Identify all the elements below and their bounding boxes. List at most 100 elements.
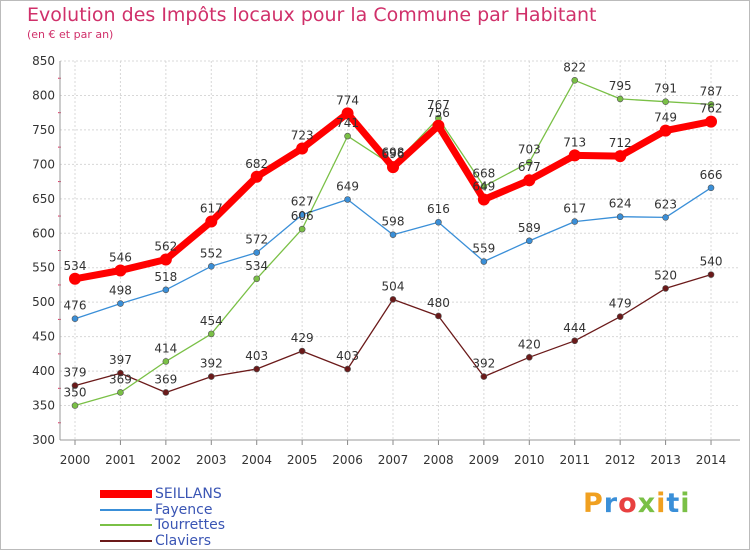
data-point-fayence (207, 263, 215, 270)
data-label-tourrettes: 350 (64, 386, 87, 400)
legend-item-tourrettes: Tourrettes (100, 517, 225, 533)
data-label-fayence: 624 (609, 197, 632, 211)
x-tick-label: 2005 (287, 453, 318, 467)
data-label-seillans: 762 (700, 102, 723, 116)
data-point-seillans (159, 253, 172, 266)
y-tick-label: 300 (32, 433, 55, 447)
legend-label: SEILLANS (155, 486, 222, 502)
logo-letter: x (637, 488, 657, 519)
data-label-claviers: 392 (472, 357, 495, 371)
data-label-tourrettes: 606 (291, 209, 314, 223)
logo-letter: t (666, 488, 681, 519)
y-tick-label: 600 (32, 226, 55, 240)
data-point-tourrettes (71, 402, 79, 409)
legend-label: Tourrettes (155, 517, 226, 533)
data-label-fayence: 498 (109, 284, 132, 298)
data-label-seillans: 649 (472, 180, 495, 194)
data-label-seillans: 617 (200, 202, 223, 216)
data-point-claviers (344, 365, 351, 373)
data-label-claviers: 379 (64, 366, 87, 380)
y-tick-label: 350 (32, 399, 55, 413)
data-label-seillans: 682 (245, 157, 268, 171)
data-point-fayence (480, 258, 488, 265)
data-point-seillans (659, 124, 672, 137)
data-point-fayence (298, 211, 306, 218)
data-label-fayence: 559 (472, 242, 495, 256)
proxiti-logo: Proxiti (583, 488, 691, 519)
y-tick-label: 400 (32, 364, 55, 378)
data-point-seillans (114, 264, 127, 277)
data-label-tourrettes: 767 (427, 98, 450, 112)
data-label-claviers: 429 (291, 331, 314, 345)
legend-swatch (100, 490, 152, 498)
x-tick-label: 2012 (605, 453, 636, 467)
x-tick-label: 2001 (105, 453, 136, 467)
data-label-tourrettes: 787 (700, 84, 723, 98)
data-point-claviers (162, 389, 170, 396)
legend-item-fayence: Fayence (100, 502, 212, 518)
data-label-claviers: 397 (109, 353, 132, 367)
data-label-fayence: 649 (336, 180, 359, 194)
data-point-seillans (69, 272, 81, 285)
data-point-tourrettes (207, 330, 215, 338)
data-point-seillans (523, 174, 536, 187)
data-label-seillans: 696 (382, 147, 405, 161)
data-point-claviers (662, 285, 669, 292)
data-label-claviers: 480 (427, 296, 450, 310)
legend-item-claviers: Claviers (100, 533, 211, 549)
legend-item-seillans: SEILLANS (100, 486, 222, 502)
data-label-claviers: 444 (563, 321, 586, 335)
data-point-seillans (296, 142, 309, 155)
data-point-claviers (571, 337, 579, 345)
data-label-fayence: 627 (291, 195, 314, 209)
x-tick-label: 2011 (559, 453, 590, 467)
y-tick-label: 700 (32, 157, 55, 171)
data-point-tourrettes (253, 275, 261, 283)
data-point-seillans (387, 161, 400, 174)
data-label-fayence: 518 (154, 270, 177, 284)
data-point-claviers (207, 373, 215, 380)
data-label-fayence: 572 (245, 233, 268, 247)
data-point-claviers (435, 312, 442, 320)
x-tick-label: 2007 (378, 453, 409, 467)
data-label-claviers: 403 (245, 349, 268, 363)
data-point-fayence (707, 184, 715, 192)
data-label-tourrettes: 534 (245, 259, 268, 273)
data-label-tourrettes: 414 (154, 341, 177, 355)
data-point-fayence (71, 315, 79, 323)
data-label-seillans: 723 (291, 129, 314, 143)
x-tick-label: 2003 (196, 453, 227, 467)
data-point-fayence (435, 218, 442, 226)
y-tick-label: 550 (32, 261, 55, 275)
legend-label: Claviers (155, 532, 212, 549)
x-tick-label: 2014 (696, 453, 727, 467)
data-label-fayence: 598 (382, 215, 405, 229)
data-point-tourrettes (162, 358, 170, 365)
data-point-seillans (614, 150, 627, 163)
data-label-fayence: 617 (563, 202, 586, 216)
data-label-seillans: 562 (154, 239, 177, 253)
x-tick-label: 2006 (332, 453, 363, 467)
data-point-seillans (205, 215, 218, 228)
data-label-fayence: 552 (200, 246, 223, 260)
y-tick-label: 750 (32, 123, 55, 137)
data-point-tourrettes (662, 98, 669, 105)
data-label-seillans: 677 (518, 160, 541, 174)
legend-swatch (100, 524, 152, 526)
data-point-fayence (117, 300, 124, 307)
logo-letter: i (680, 488, 691, 519)
data-label-claviers: 504 (382, 279, 405, 293)
data-label-claviers: 540 (700, 255, 723, 269)
data-point-claviers (389, 296, 397, 303)
data-label-seillans: 712 (609, 136, 632, 150)
data-label-claviers: 479 (609, 297, 632, 311)
data-label-claviers: 369 (154, 372, 177, 386)
data-point-fayence (253, 249, 261, 256)
data-label-fayence: 623 (654, 197, 677, 211)
chart-title: Evolution des Impôts locaux pour la Comm… (27, 4, 597, 26)
data-point-seillans (705, 115, 718, 128)
data-label-seillans: 749 (654, 111, 677, 125)
data-point-tourrettes (707, 101, 715, 108)
data-label-tourrettes: 795 (609, 79, 632, 93)
